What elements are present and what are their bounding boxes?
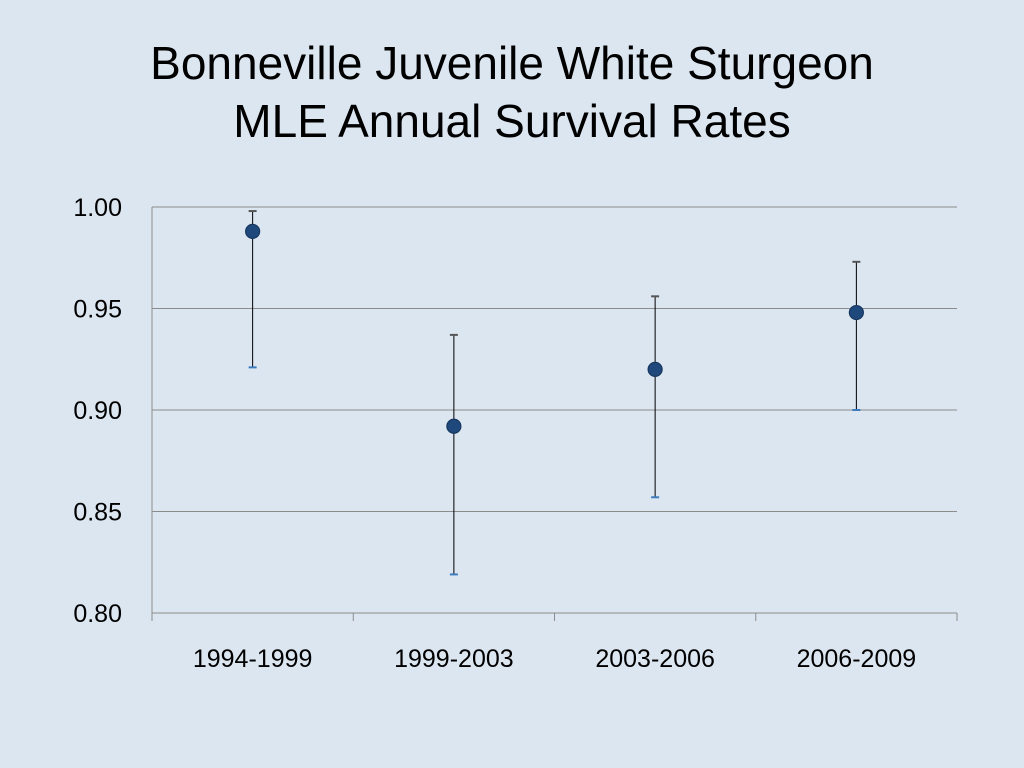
data-point-0 <box>245 223 261 239</box>
data-points <box>245 223 864 434</box>
title-line-1: Bonneville Juvenile White Sturgeon <box>150 37 874 89</box>
axes <box>151 207 958 621</box>
error-bars <box>248 210 861 576</box>
chart-title: Bonneville Juvenile White Sturgeon MLE A… <box>0 34 1024 150</box>
x-tick-labels: 1994-1999 1999-2003 2003-2006 2006-2009 <box>193 645 916 673</box>
title-line-2: MLE Annual Survival Rates <box>233 95 791 147</box>
x-tick-label: 1999-2003 <box>394 645 514 673</box>
data-point-3 <box>848 304 864 321</box>
y-tick-label: 0.90 <box>73 397 122 425</box>
x-tick-label: 1994-1999 <box>193 645 313 673</box>
y-tick-label: 0.95 <box>73 296 122 324</box>
error-bar-2 <box>651 295 660 499</box>
error-bar-1 <box>449 333 458 576</box>
y-tick-label: 1.00 <box>73 194 122 222</box>
y-tick-labels: 0.80 0.85 0.90 0.95 1.00 <box>73 194 122 628</box>
data-point-1 <box>446 418 462 434</box>
data-point-2 <box>647 361 663 377</box>
y-tick-label: 0.85 <box>73 499 122 527</box>
x-tick-label: 2003-2006 <box>595 645 715 673</box>
error-bar-3 <box>852 260 861 411</box>
x-tick-label: 2006-2009 <box>797 645 917 673</box>
gridlines <box>152 206 957 512</box>
y-tick-label: 0.80 <box>73 600 122 628</box>
